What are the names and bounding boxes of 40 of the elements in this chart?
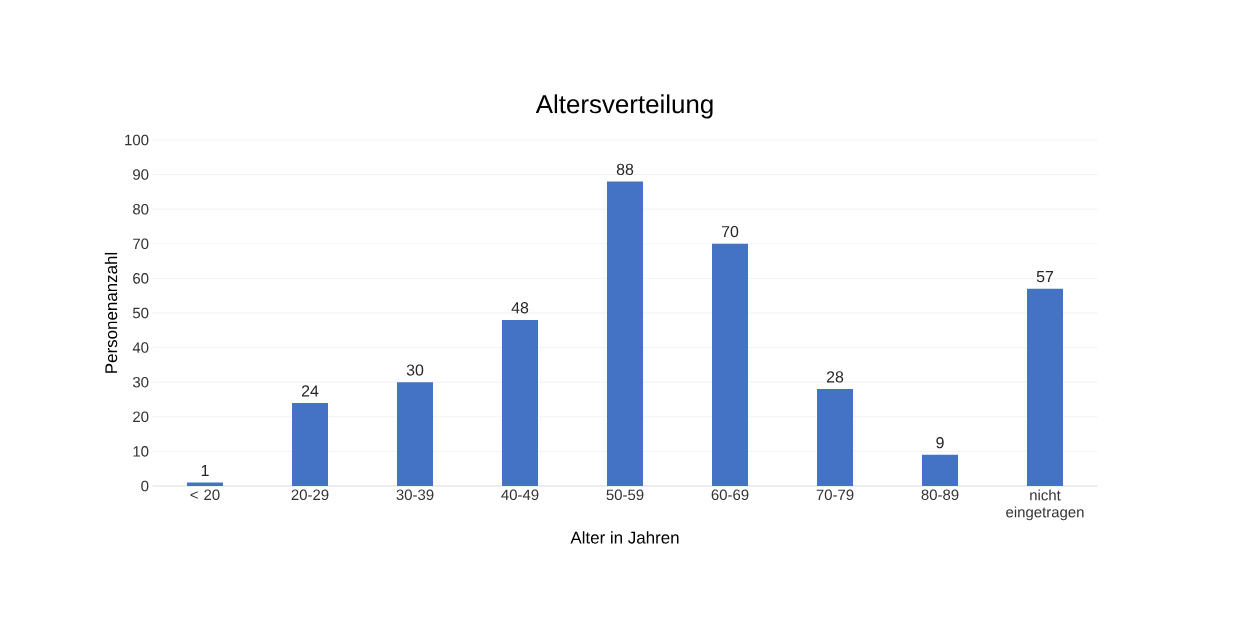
bar: [1027, 288, 1064, 486]
data-label: 57: [1036, 271, 1054, 283]
x-tick-label: nicht eingetragen: [1006, 489, 1084, 521]
data-label: 28: [826, 371, 844, 383]
y-tick-label: 0: [141, 480, 149, 492]
y-axis-title: Personenanzahl: [104, 252, 118, 373]
x-tick-label: 30-39: [396, 489, 434, 501]
bar: [817, 389, 854, 486]
y-tick-label: 100: [125, 134, 149, 146]
y-tick-label: 50: [132, 307, 149, 319]
y-tick-label: 40: [132, 342, 149, 353]
x-axis-title: Alter in Jahren: [570, 531, 679, 544]
y-tick-label: 10: [133, 446, 149, 457]
data-label: 24: [301, 385, 319, 397]
y-tick-label: 20: [133, 411, 149, 423]
chart-title: Altersverteilung: [535, 94, 713, 119]
y-tick-label: 30: [132, 376, 149, 388]
bar: [502, 319, 539, 486]
x-tick-label: 60-69: [711, 489, 749, 501]
x-tick-label: 20-29: [291, 489, 329, 501]
data-label: 9: [936, 437, 944, 449]
y-tick-label: 80: [133, 203, 149, 215]
x-tick-label: 80-89: [921, 489, 959, 501]
bar: [607, 181, 644, 486]
bar: [292, 402, 329, 486]
data-label: 48: [511, 302, 529, 314]
bar: [397, 382, 434, 486]
bar: [922, 454, 959, 486]
data-label: 30: [406, 364, 424, 376]
y-tick-label: 70: [133, 238, 149, 250]
bar: [712, 243, 749, 486]
y-tick-label: 90: [133, 169, 149, 180]
x-tick-label: 40-49: [501, 489, 539, 501]
x-tick-label: 70-79: [816, 489, 854, 501]
data-label: 88: [616, 163, 634, 175]
data-label: 1: [201, 465, 209, 476]
x-tick-label: < 20: [190, 489, 220, 501]
data-label: 70: [721, 225, 739, 238]
y-tick-label: 60: [133, 273, 149, 284]
x-tick-label: 50-59: [606, 489, 644, 501]
